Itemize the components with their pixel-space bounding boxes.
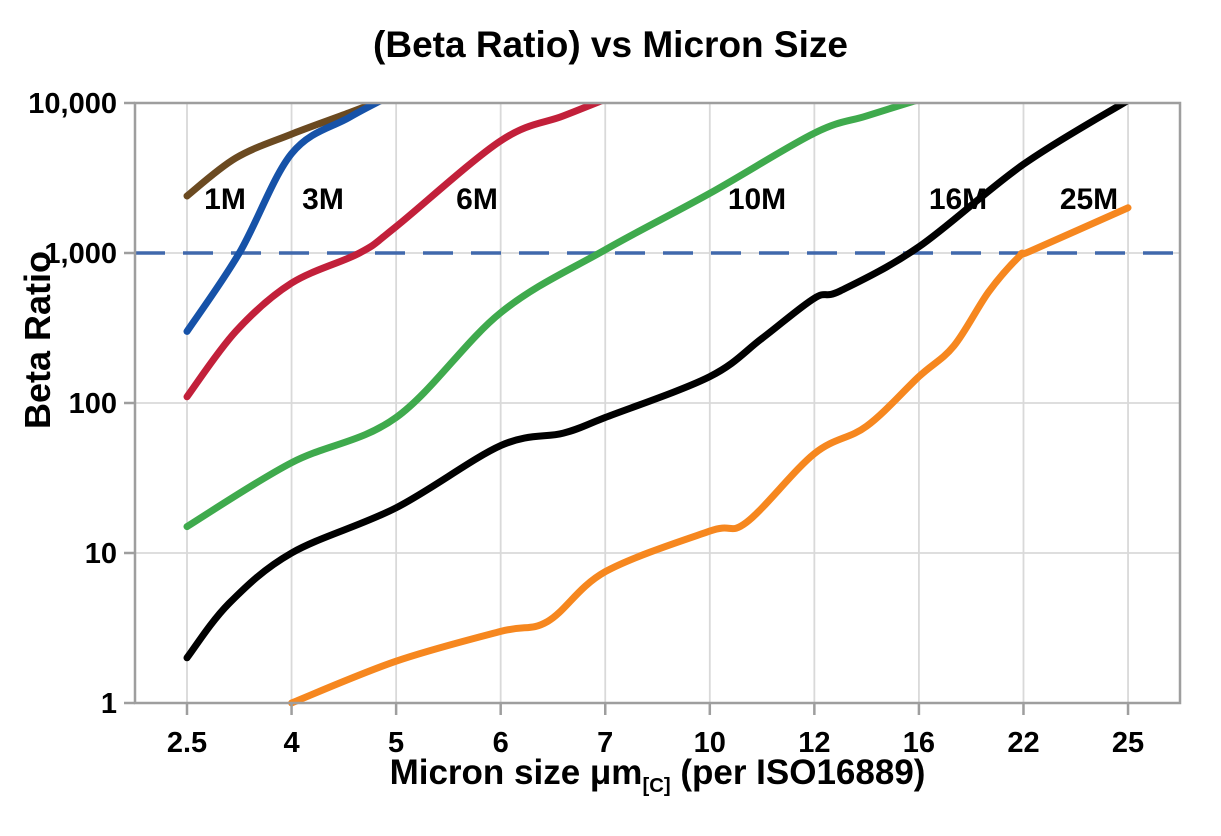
y-tick-label-1000: 1,000 (44, 238, 117, 270)
curve-25M (288, 204, 1132, 707)
x-tick-label-22: 22 (1007, 727, 1039, 759)
x-tick-label-10: 10 (694, 727, 726, 759)
x-tick-label-4: 4 (283, 727, 299, 759)
curve-label-6M: 6M (456, 183, 498, 216)
curve-label-16M: 16M (929, 183, 987, 216)
x-tick-label-12: 12 (798, 727, 830, 759)
x-tick-label-7: 7 (597, 727, 613, 759)
curve-16M (183, 103, 1131, 662)
x-tick-label-5: 5 (388, 727, 404, 759)
y-tick-label-100: 100 (69, 388, 117, 420)
x-tick-label-6: 6 (493, 727, 509, 759)
curve-label-1M: 1M (204, 183, 246, 216)
x-tick-label-25: 25 (1112, 727, 1144, 759)
x-axis-title-rest: (per ISO16889) (670, 753, 926, 792)
x-tick-label-16: 16 (903, 727, 935, 759)
chart-title: (Beta Ratio) vs Micron Size (373, 24, 848, 65)
x-axis-title-subscript: [C] (642, 775, 671, 797)
curve-label-10M: 10M (728, 183, 786, 216)
x-axis-title: Micron size μm[C] (per ISO16889) (135, 753, 1180, 798)
y-tick-label-1: 1 (101, 688, 117, 720)
curve-10M (183, 103, 920, 531)
curve-3M (183, 103, 384, 335)
curve-label-3M: 3M (302, 183, 344, 216)
y-tick-label-10: 10 (85, 538, 117, 570)
curve-6M (183, 103, 606, 401)
y-tick-label-10000: 10,000 (28, 88, 117, 120)
x-axis-title-main: Micron size μm (389, 753, 643, 792)
curve-label-25M: 25M (1060, 183, 1118, 216)
x-tick-label-2.5: 2.5 (167, 727, 207, 759)
